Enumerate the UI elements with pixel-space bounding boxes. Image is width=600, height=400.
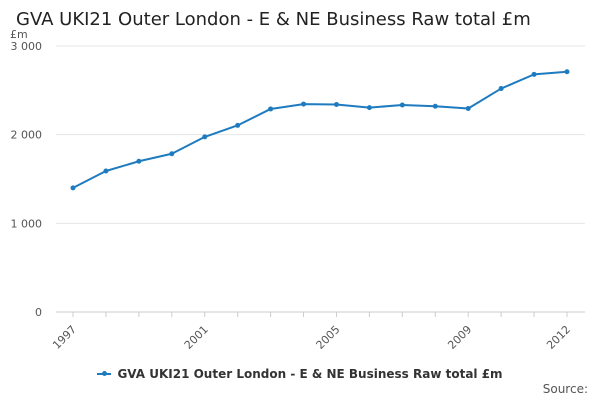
x-tick-label: 2009 [445,323,474,352]
y-axis-unit-label: £m [10,28,28,41]
legend-line-marker-icon [97,371,112,376]
data-point[interactable] [103,168,109,174]
data-point[interactable] [531,71,537,77]
y-tick-label: 1 000 [11,217,43,230]
legend: GVA UKI21 Outer London - E & NE Business… [0,364,600,381]
series-layer [70,69,570,191]
x-tick-label: 2012 [544,323,573,352]
axes: 0 1 000 2 000 3 000 1997 2001 2005 2009 2012 [11,40,585,352]
data-point[interactable] [301,101,307,107]
data-point[interactable] [169,151,175,157]
series-line [72,70,568,189]
y-tick-label: 2 000 [11,129,43,142]
source-label: Source: [542,382,588,396]
y-tick-label: 3 000 [11,40,43,53]
data-point[interactable] [432,103,438,109]
data-point[interactable] [498,86,504,92]
x-tick-label: 2005 [314,323,343,352]
x-tick-label: 1997 [50,323,79,352]
legend-label: GVA UKI21 Outer London - E & NE Business… [117,367,503,381]
data-point[interactable] [70,185,76,191]
data-point[interactable] [202,134,208,140]
y-tick-label: 0 [35,306,42,319]
data-point[interactable] [465,106,471,112]
data-point[interactable] [564,69,570,75]
data-point[interactable] [136,158,142,164]
legend-item[interactable]: GVA UKI21 Outer London - E & NE Business… [97,367,503,381]
data-point[interactable] [399,102,405,108]
data-point[interactable] [333,102,339,108]
x-tick-label: 2001 [182,323,211,352]
data-point[interactable] [268,106,274,112]
chart-title: GVA UKI21 Outer London - E & NE Business… [16,9,531,30]
data-point[interactable] [366,105,372,111]
data-point[interactable] [235,122,241,128]
grid-lines [56,45,585,224]
